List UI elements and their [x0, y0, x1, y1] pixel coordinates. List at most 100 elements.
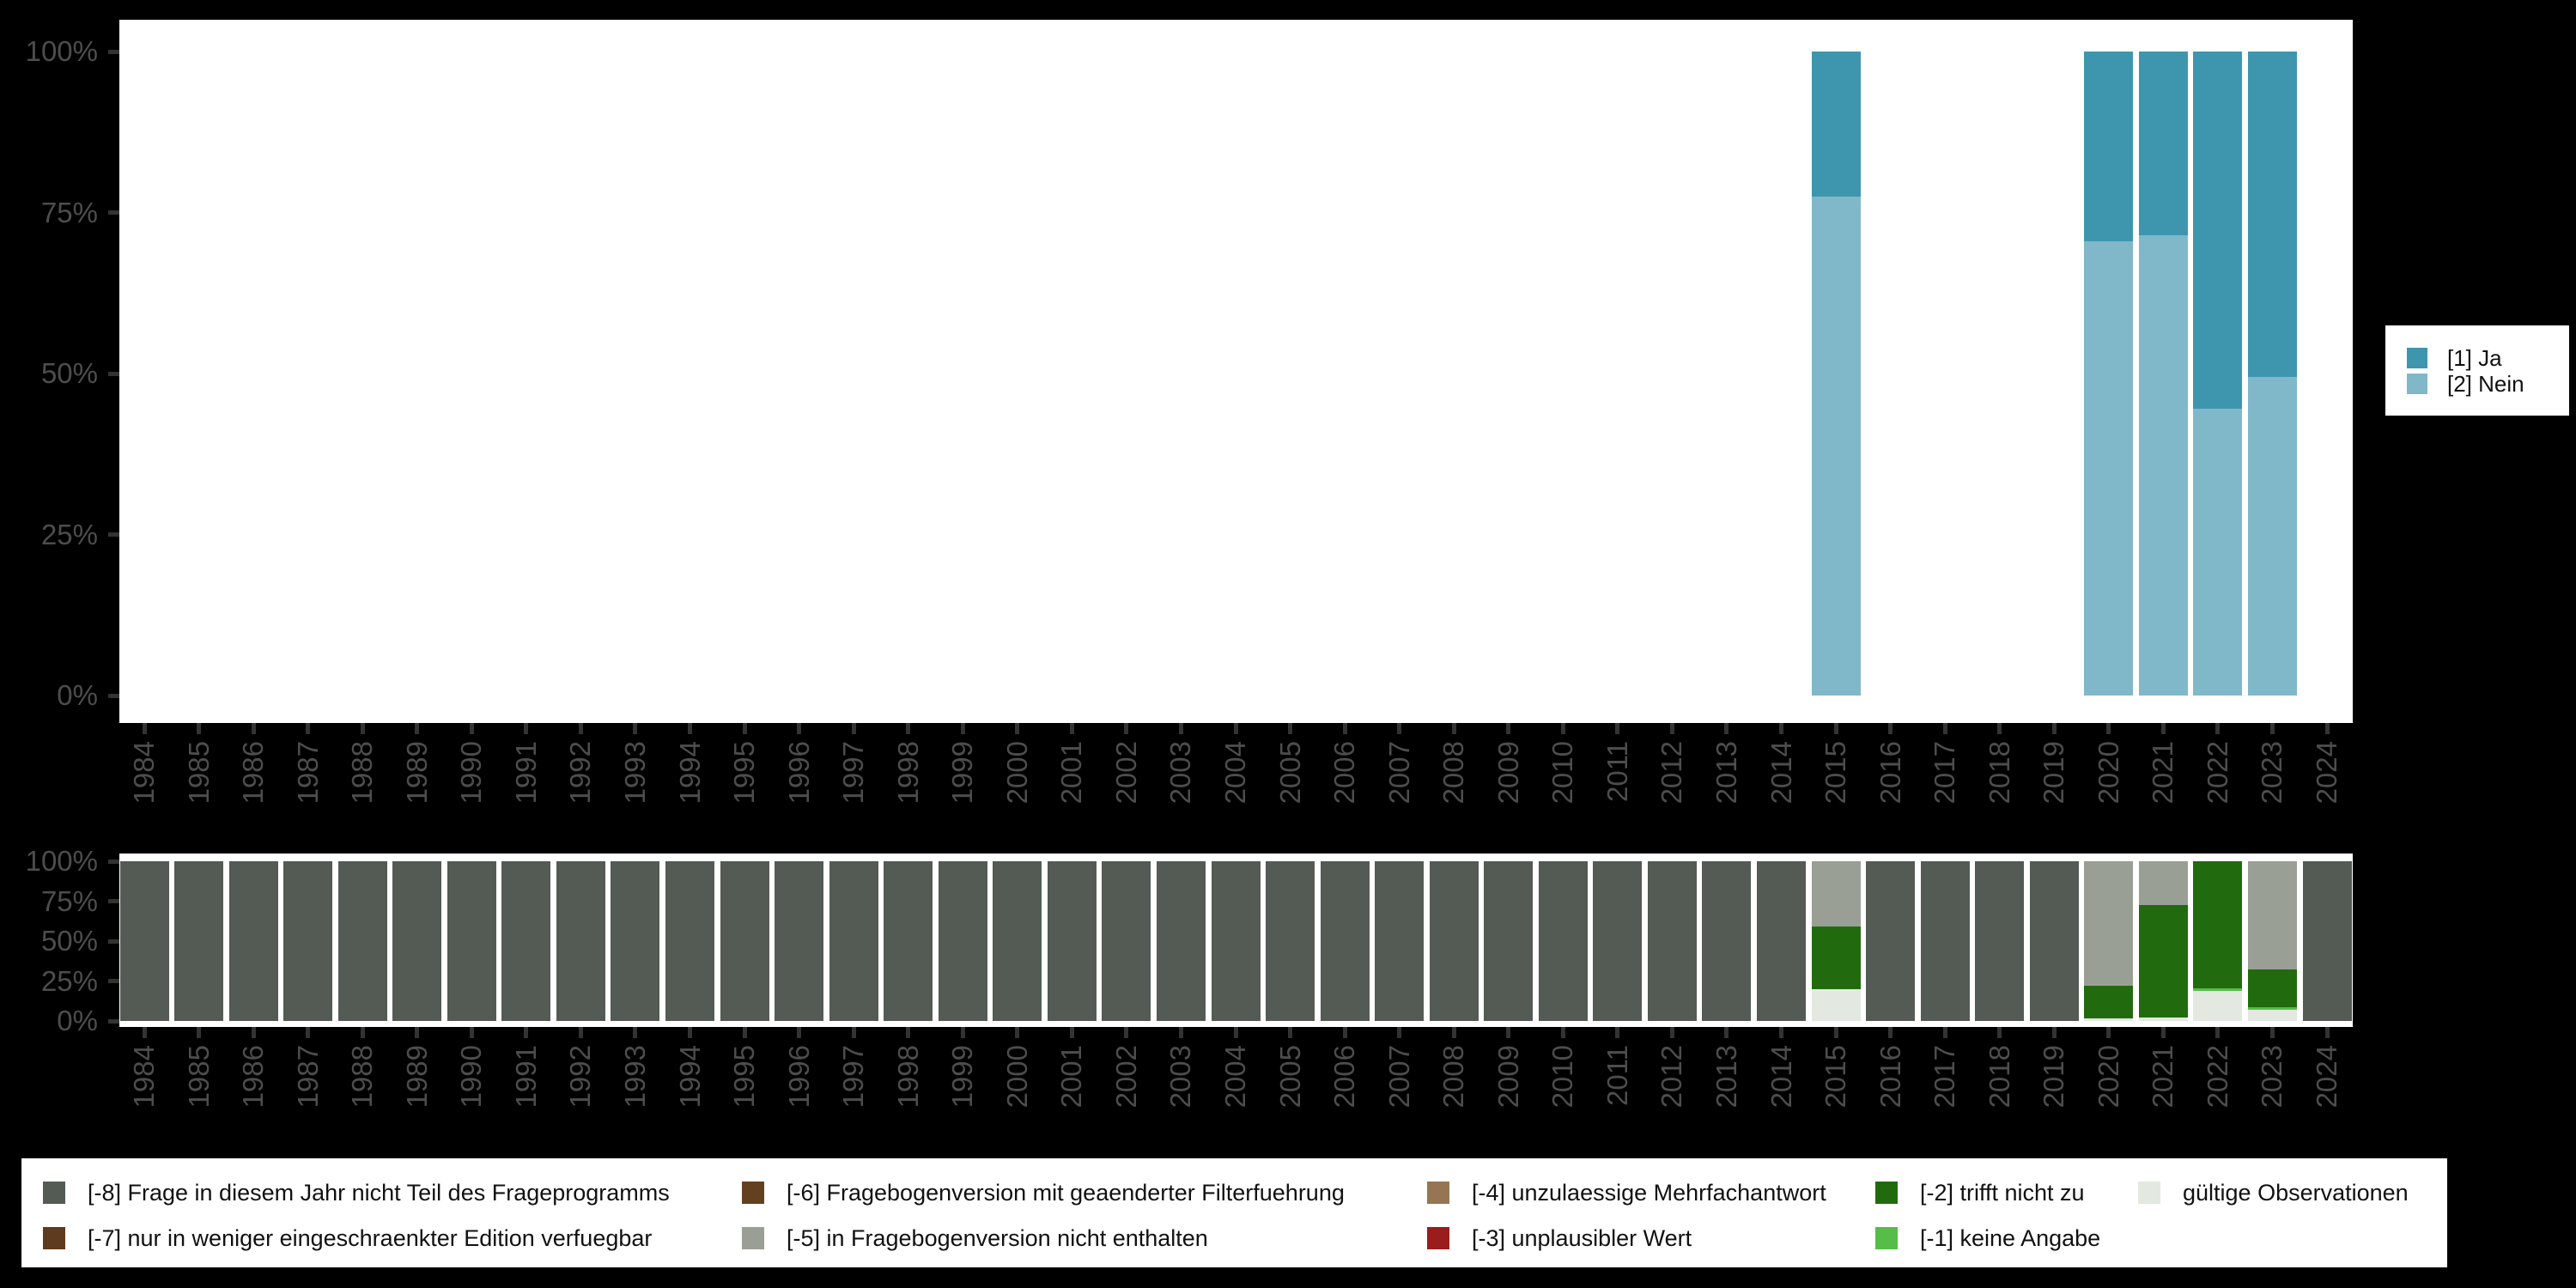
y-axis-label: 75%: [40, 196, 98, 228]
x-axis-label: 2001: [1055, 1045, 1088, 1109]
x-axis-tick: [1015, 723, 1020, 734]
x-axis-tick: [906, 723, 911, 734]
x-axis-label: 2000: [1000, 1045, 1033, 1109]
legend-label: [1] Ja: [2447, 345, 2502, 371]
bar-segment: [1320, 861, 1370, 1021]
x-axis-label: 2018: [1983, 741, 2015, 805]
x-axis-tick: [1451, 1027, 1456, 1038]
x-axis-label: 2019: [2038, 1045, 2070, 1109]
x-axis-tick: [1779, 1027, 1783, 1038]
x-axis-tick: [1833, 1027, 1838, 1038]
x-axis-label: 2011: [1601, 741, 1633, 802]
y-axis-tick: [108, 693, 119, 698]
bar-segment: [2193, 990, 2243, 1021]
x-axis-tick: [2324, 723, 2330, 734]
x-axis-label: 1988: [346, 1045, 379, 1109]
legend-label: [-1] keine Angabe: [1920, 1225, 2101, 1251]
x-axis-tick: [960, 1027, 965, 1038]
bar-segment: [720, 861, 769, 1021]
x-axis-label: 1994: [673, 1045, 706, 1109]
y-axis-label: 100%: [25, 35, 98, 67]
x-axis-label: 2003: [1164, 741, 1197, 805]
y-axis-tick: [108, 899, 119, 903]
x-axis-label: 2015: [1820, 1045, 1852, 1109]
x-axis-label: 1989: [400, 741, 433, 805]
x-axis-tick: [1560, 723, 1565, 734]
x-axis-tick: [142, 1027, 147, 1038]
x-axis-label: 2007: [1382, 1045, 1415, 1109]
x-axis-tick: [1015, 1027, 1020, 1038]
x-axis-tick: [1124, 1027, 1129, 1038]
x-axis-label: 2024: [2311, 741, 2342, 805]
bar-segment: [1266, 861, 1315, 1021]
x-axis-tick: [1178, 723, 1183, 734]
x-axis-label: 1992: [564, 1045, 597, 1109]
bar-segment: [283, 861, 333, 1021]
x-axis-tick: [2215, 723, 2221, 734]
bar-segment: [1102, 861, 1151, 1021]
x-axis-tick: [1124, 723, 1129, 734]
x-axis-label: 2001: [1055, 741, 1088, 805]
y-axis-label: 50%: [40, 357, 98, 389]
y-axis-label: 75%: [40, 884, 98, 917]
legend-label: [-8] Frage in diesem Jahr nicht Teil des…: [88, 1180, 670, 1206]
bar-segment: [2084, 52, 2134, 242]
x-axis-label: 1985: [182, 741, 215, 805]
x-axis-label: 2018: [1983, 1045, 2015, 1109]
x-axis-tick: [360, 723, 365, 734]
x-axis-tick: [578, 1027, 583, 1038]
bar-segment: [1375, 861, 1425, 1021]
x-axis-label: 2021: [2147, 741, 2179, 805]
x-axis-tick: [906, 1027, 911, 1038]
x-axis-tick: [633, 723, 638, 734]
x-axis-tick: [2324, 1027, 2330, 1038]
x-axis-label: 1996: [782, 741, 815, 805]
bar-segment: [1647, 861, 1697, 1021]
y-axis-label: 50%: [40, 925, 98, 957]
bar-segment: [2138, 234, 2188, 696]
y-axis-tick: [108, 859, 119, 864]
x-axis-tick: [1888, 1027, 1893, 1038]
x-axis-label: 2020: [2092, 741, 2124, 805]
x-axis-label: 2024: [2311, 1045, 2342, 1109]
x-axis-label: 1987: [291, 741, 324, 805]
x-axis-label: 2010: [1546, 741, 1579, 805]
missings-chart-panel: [119, 854, 2353, 1027]
bar-segment: [1702, 861, 1752, 1021]
y-axis-label: 25%: [40, 518, 98, 550]
x-axis-tick: [633, 1027, 638, 1038]
bar-segment: [2084, 241, 2134, 696]
x-axis-tick: [1997, 1027, 2002, 1038]
x-axis-label: 2002: [1109, 1045, 1142, 1109]
x-axis-tick: [2215, 1027, 2221, 1038]
bar-segment: [2247, 861, 2297, 969]
legend-label: gültige Observationen: [2183, 1180, 2409, 1206]
x-axis-tick: [2160, 1027, 2166, 1038]
x-axis-label: 2021: [2147, 1045, 2179, 1109]
responses-legend: [1] Ja [2] Nein: [2385, 325, 2569, 416]
y-axis-tick: [108, 979, 119, 983]
legend-label: [-6] Fragebogenversion mit geaenderter F…: [787, 1180, 1345, 1206]
x-axis-tick: [1178, 1027, 1183, 1038]
x-axis-label: 1986: [237, 1045, 270, 1109]
x-axis-tick: [1724, 723, 1729, 734]
x-axis-label: 2023: [2256, 741, 2288, 805]
bar-segment: [228, 861, 278, 1021]
y-axis-label: 0%: [57, 1005, 98, 1036]
x-axis-tick: [1342, 1027, 1347, 1038]
x-axis-tick: [688, 723, 692, 734]
y-axis-tick: [108, 210, 119, 215]
bar-segment: [556, 861, 605, 1021]
x-axis-label: 2008: [1437, 1045, 1470, 1109]
x-axis-tick: [2269, 1027, 2275, 1038]
x-axis-label: 1997: [837, 1045, 870, 1109]
x-axis-label: 2015: [1820, 741, 1852, 805]
x-axis-label: 2012: [1656, 741, 1688, 805]
x-axis-label: 1995: [728, 1045, 761, 1109]
x-axis-tick: [797, 723, 802, 734]
x-axis-label: 2007: [1382, 741, 1415, 805]
x-axis-tick: [688, 1027, 692, 1038]
bar-segment: [2302, 861, 2352, 1021]
x-axis-tick: [1397, 1027, 1402, 1038]
x-axis-tick: [415, 723, 420, 734]
